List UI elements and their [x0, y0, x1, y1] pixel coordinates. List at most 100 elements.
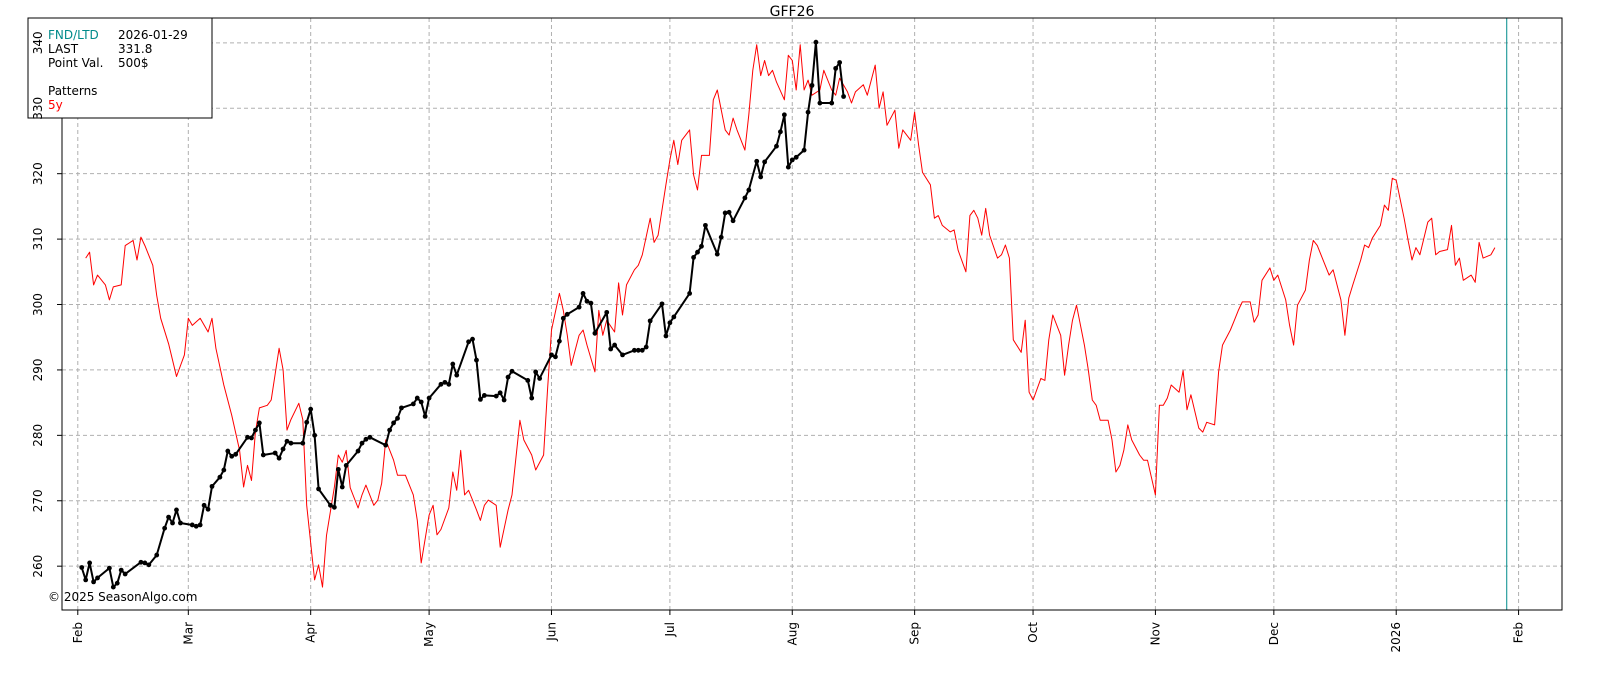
- point: [501, 397, 507, 403]
- point: [193, 523, 199, 529]
- info-label: LAST: [48, 42, 79, 56]
- legend-entry: 5y: [48, 98, 63, 112]
- y-tick-label: 300: [31, 293, 45, 316]
- info-value: 331.8: [118, 42, 152, 56]
- point: [762, 159, 768, 165]
- point: [335, 466, 341, 472]
- point: [470, 336, 475, 342]
- series-line: [80, 41, 845, 589]
- x-tick-label: Oct: [1026, 622, 1040, 643]
- point: [450, 361, 456, 367]
- point: [549, 352, 554, 358]
- grid: [57, 18, 1562, 615]
- point: [280, 446, 286, 452]
- point: [410, 401, 416, 407]
- point: [146, 562, 152, 568]
- point: [272, 450, 278, 456]
- point: [758, 174, 764, 180]
- point: [620, 352, 625, 358]
- point: [537, 376, 543, 381]
- point: [778, 129, 783, 135]
- point: [343, 463, 349, 468]
- point: [829, 100, 835, 106]
- point: [525, 377, 531, 383]
- point: [79, 565, 85, 570]
- point: [399, 405, 404, 411]
- y-tick-label: 290: [31, 358, 45, 381]
- x-tick-label: Feb: [71, 622, 85, 643]
- point: [189, 522, 195, 528]
- point: [718, 234, 724, 240]
- point: [560, 315, 566, 321]
- point: [162, 525, 168, 531]
- info-label: FND/LTD: [48, 28, 99, 42]
- point: [312, 432, 318, 438]
- point: [789, 157, 795, 163]
- copyright: © 2025 SeasonAlgo.com: [48, 590, 197, 604]
- info-value: 2026-01-29: [118, 28, 188, 42]
- series-line: [85, 44, 1496, 588]
- point: [809, 82, 815, 88]
- point: [608, 346, 614, 352]
- point: [339, 484, 345, 490]
- point: [639, 347, 645, 353]
- y-tick-label: 330: [31, 97, 45, 120]
- y-tick-label: 320: [31, 162, 45, 185]
- y-tick-label: 340: [31, 31, 45, 54]
- point: [288, 440, 294, 446]
- y-tick-label: 270: [31, 489, 45, 512]
- point: [592, 330, 598, 336]
- x-tick-label: Dec: [1267, 622, 1281, 645]
- point: [316, 486, 321, 492]
- point: [418, 399, 424, 405]
- point: [671, 314, 677, 320]
- point: [687, 290, 693, 296]
- point: [426, 395, 432, 401]
- patterns-label: Patterns: [48, 84, 97, 98]
- point: [114, 580, 120, 586]
- point: [785, 164, 791, 170]
- x-tick-label: Apr: [304, 622, 318, 643]
- point: [754, 158, 760, 164]
- point: [438, 381, 444, 387]
- point: [742, 195, 748, 201]
- point: [817, 100, 823, 106]
- point: [355, 448, 361, 454]
- point: [245, 434, 250, 440]
- point: [363, 436, 369, 442]
- x-tick-label: Mar: [181, 622, 195, 645]
- point: [635, 347, 641, 353]
- x-tick-label: Aug: [785, 622, 799, 645]
- y-tick-label: 260: [31, 555, 45, 578]
- point: [722, 210, 728, 216]
- plot-frame: [61, 17, 1563, 611]
- point: [225, 448, 231, 454]
- info-value: 500$: [118, 56, 149, 70]
- point: [217, 474, 223, 480]
- point: [87, 560, 93, 566]
- point: [308, 406, 314, 412]
- point: [395, 415, 400, 421]
- point: [154, 552, 160, 558]
- point: [774, 143, 779, 149]
- point: [446, 381, 452, 387]
- point: [493, 393, 499, 399]
- point: [730, 218, 736, 224]
- point: [95, 575, 100, 581]
- point: [304, 419, 310, 425]
- point: [691, 255, 696, 260]
- point: [556, 338, 562, 344]
- point: [695, 249, 700, 255]
- point: [260, 452, 266, 458]
- point: [663, 333, 669, 339]
- point: [233, 451, 239, 457]
- point: [699, 243, 704, 249]
- point: [253, 427, 258, 433]
- point: [667, 320, 673, 326]
- point: [328, 502, 333, 508]
- point: [122, 571, 128, 577]
- point: [276, 455, 282, 461]
- point: [229, 453, 235, 459]
- point: [703, 222, 708, 228]
